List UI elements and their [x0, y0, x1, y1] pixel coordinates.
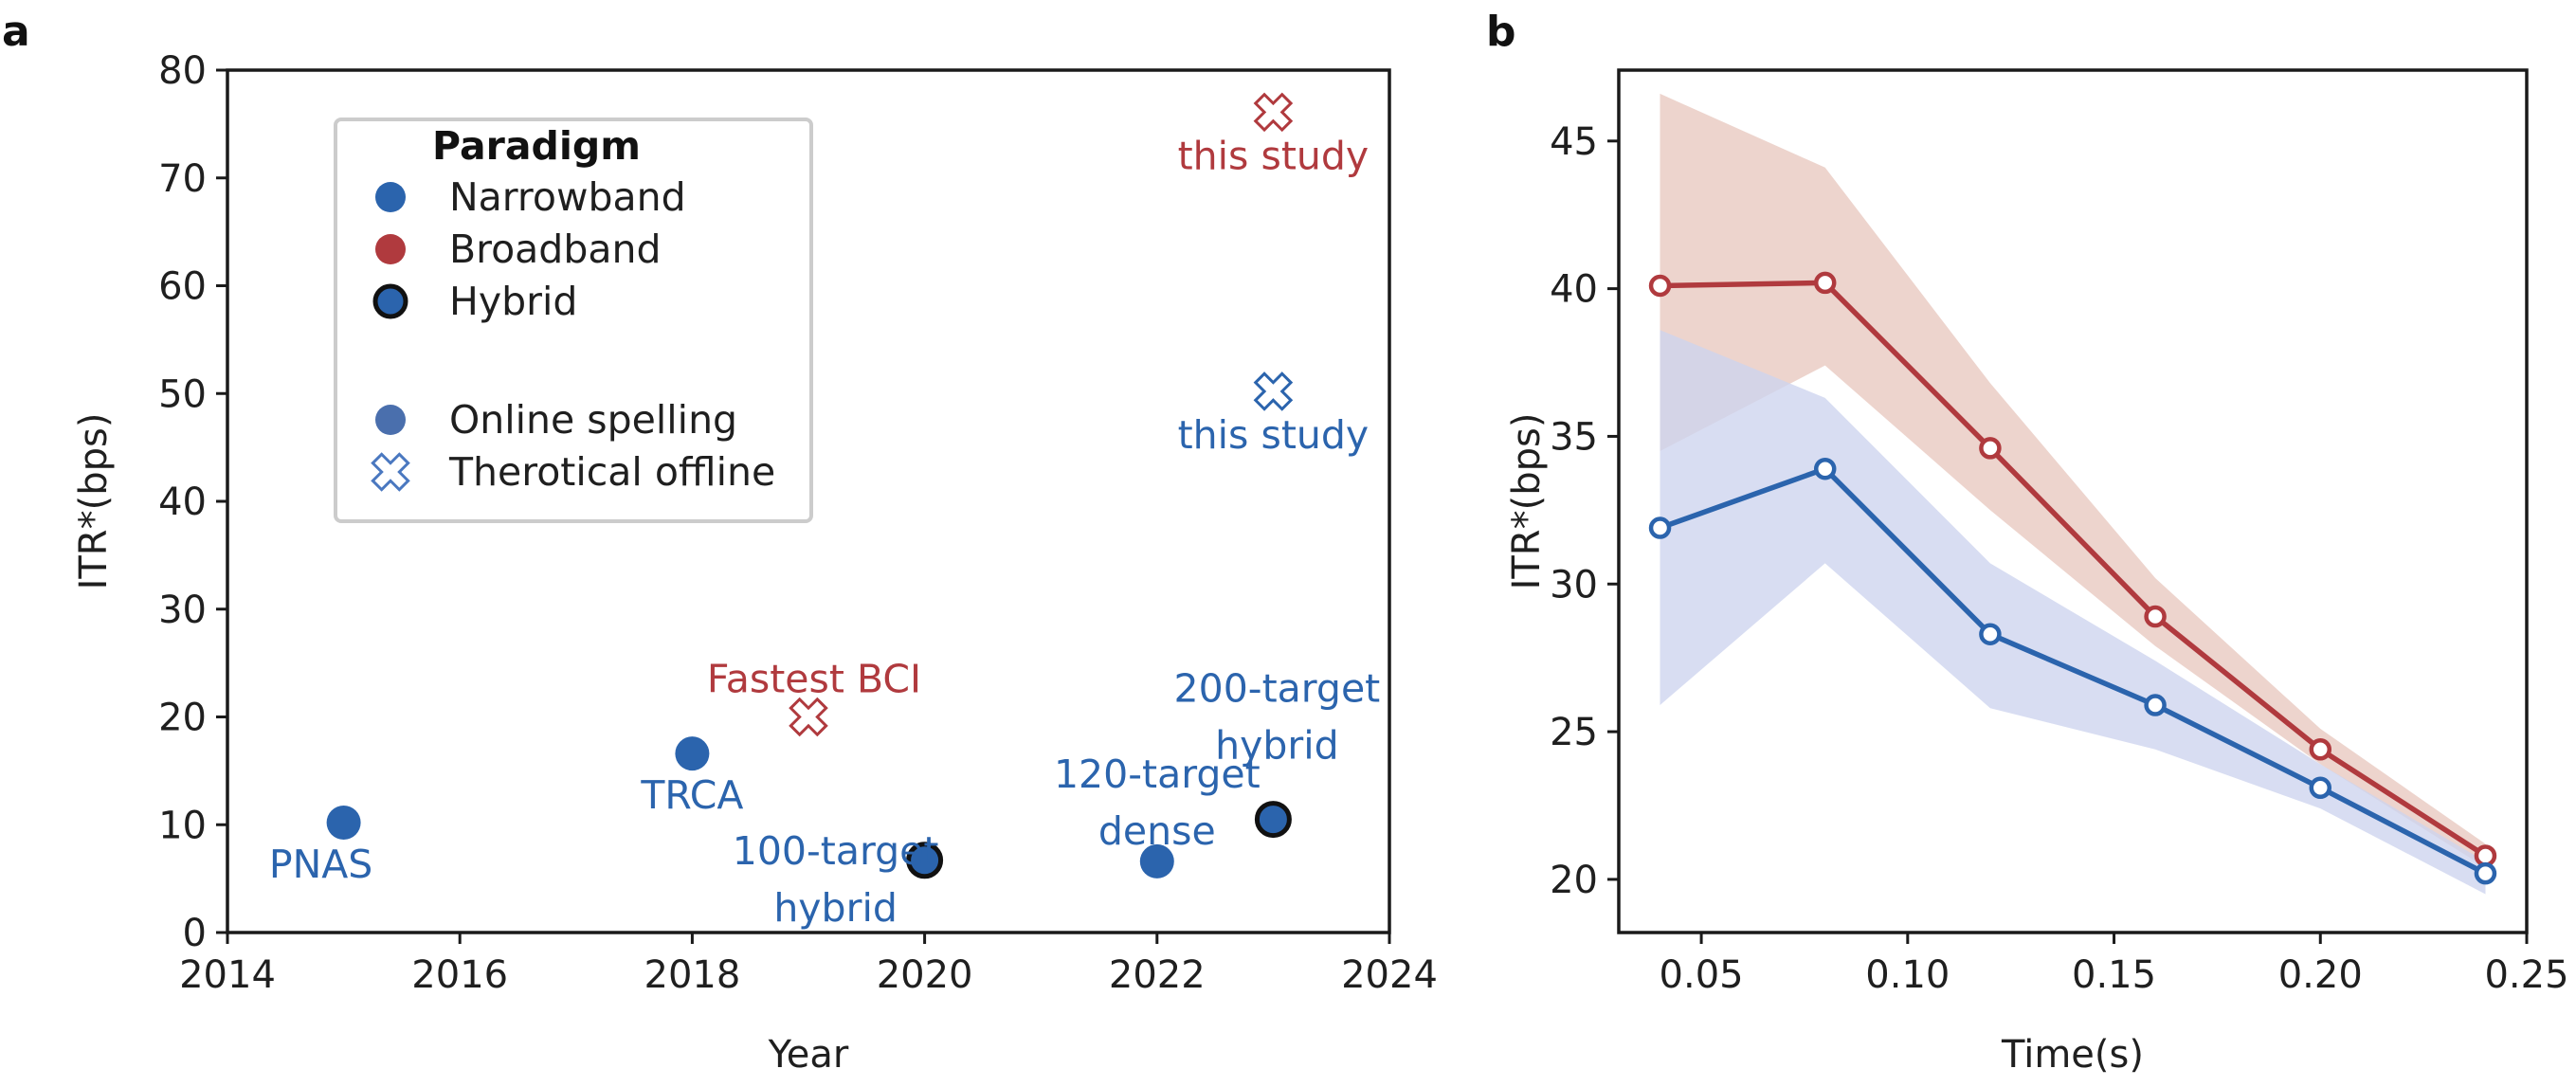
- y-tick-label: 20: [1550, 859, 1598, 902]
- panel-b-plot-frame: [1617, 68, 2529, 934]
- panel-a-points: [326, 92, 1294, 879]
- y-axis-title: ITR*(bps): [1505, 413, 1549, 590]
- series-marker-broadband: [1813, 271, 1837, 295]
- panel-a-legend: Paradigm Narrowband Broadband Hybrid Online …: [334, 118, 813, 523]
- panel-b-series-markers: [1648, 271, 2497, 885]
- y-tick-label: 60: [158, 265, 207, 309]
- x-tick-label: 0.15: [2072, 953, 2156, 997]
- y-tick-label: 30: [1550, 563, 1598, 607]
- series-marker-narrowband: [2144, 694, 2167, 716]
- series-marker-narrowband: [2474, 861, 2497, 885]
- legend-label: Narrowband: [449, 174, 686, 220]
- x-tick-label: 2020: [877, 953, 973, 997]
- series-marker-narrowband: [2309, 776, 2332, 800]
- panel-a-axes: 2014 2016 2018 2020 2022 2024 0 10 20 30 40 50 60 70 8…: [72, 49, 1438, 1077]
- confidence-band-broadband: [1660, 93, 2486, 868]
- point-label: this study: [1178, 133, 1370, 178]
- point-label: Fastest BCI: [707, 657, 921, 702]
- point-label: PNAS: [269, 842, 372, 887]
- y-tick-label: 40: [1550, 268, 1598, 312]
- x-tick-label: 2014: [179, 953, 276, 997]
- series-marker-broadband: [2144, 605, 2167, 628]
- data-point-cross: [1253, 92, 1294, 133]
- point-label: 120-target: [1054, 752, 1261, 797]
- legend-frame: [334, 118, 813, 523]
- y-tick-label: 40: [158, 480, 207, 524]
- legend-label: Therotical offline: [448, 449, 775, 495]
- y-tick-label: 30: [158, 589, 207, 632]
- legend-marker-circle: [375, 405, 406, 435]
- point-label: TRCA: [640, 772, 743, 818]
- point-label: hybrid: [1215, 723, 1339, 769]
- data-point: [675, 736, 710, 771]
- series-marker-narrowband: [1979, 623, 2002, 645]
- series-marker-broadband: [1648, 274, 1672, 298]
- data-point: [1139, 843, 1174, 879]
- legend-title: Paradigm: [432, 123, 641, 169]
- y-tick-label: 20: [158, 697, 207, 740]
- data-point-cross: [789, 697, 828, 737]
- data-point: [326, 805, 361, 840]
- x-tick-label: 0.10: [1865, 953, 1950, 997]
- x-axis-title: Year: [768, 1033, 849, 1077]
- legend-label: Broadband: [449, 226, 661, 272]
- y-tick-label: 50: [158, 372, 207, 416]
- x-tick-label: 0.05: [1660, 953, 1744, 997]
- panel-b-letter: b: [1486, 8, 1516, 56]
- legend-marker-cross: [371, 452, 410, 492]
- data-point-cross: [1253, 371, 1294, 411]
- y-tick-label: 35: [1550, 415, 1598, 459]
- x-tick-label: 2018: [644, 953, 741, 997]
- panel-b-axes: 0.05 0.10 0.15 0.20 0.25 20 25 30 35 40 45 Time(s) I…: [1505, 68, 2569, 1077]
- point-label: this study: [1178, 412, 1370, 458]
- panel-a-scatter-chart: a 2014 2016 2018 2020 2022 2024 0 10 20 30 40 50 60 7…: [2, 8, 1438, 1077]
- x-tick-label: 2016: [411, 953, 508, 997]
- data-point-hybrid: [906, 842, 944, 879]
- y-tick-label: 0: [183, 912, 207, 955]
- confidence-band-narrowband: [1660, 330, 2486, 895]
- panel-a-letter: a: [2, 8, 30, 56]
- legend-marker-circle: [375, 182, 406, 212]
- series-marker-narrowband: [1648, 516, 1672, 539]
- y-tick-label: 70: [158, 157, 207, 201]
- y-tick-label: 25: [1550, 711, 1598, 754]
- point-label: hybrid: [773, 885, 898, 931]
- x-tick-label: 2024: [1341, 953, 1438, 997]
- series-marker-broadband: [1979, 437, 2002, 460]
- x-tick-label: 0.25: [2484, 953, 2568, 997]
- data-point-hybrid: [1254, 801, 1292, 839]
- series-line-narrowband: [1659, 465, 2487, 877]
- legend-label: Hybrid: [449, 279, 577, 324]
- legend-marker-circle: [375, 234, 406, 264]
- series-marker-broadband: [2474, 844, 2497, 867]
- y-tick-label: 10: [158, 804, 207, 847]
- y-tick-label: 45: [1550, 120, 1598, 164]
- x-tick-label: 2022: [1109, 953, 1206, 997]
- x-axis-title: Time(s): [2001, 1033, 2144, 1077]
- point-label: 100-target: [733, 828, 939, 874]
- point-label: 200-target: [1174, 666, 1381, 712]
- point-label: dense: [1098, 808, 1216, 854]
- legend-label: Online spelling: [449, 397, 737, 443]
- y-tick-label: 80: [158, 49, 207, 93]
- series-line-broadband: [1660, 280, 2487, 859]
- panel-b-series-lines: [1659, 280, 2487, 877]
- series-marker-broadband: [2309, 738, 2332, 761]
- y-axis-title: ITR*(bps): [72, 413, 116, 590]
- x-tick-label: 0.20: [2278, 953, 2363, 997]
- series-marker-narrowband: [1813, 457, 1837, 480]
- legend-marker-hybrid: [372, 283, 408, 319]
- panel-b-line-chart: b 0.05 0.10 0.15 0.20 0.25 20 25 30 35 40 45 Time(s…: [1486, 8, 2569, 1077]
- panel-b-confidence-bands: [1660, 93, 2486, 895]
